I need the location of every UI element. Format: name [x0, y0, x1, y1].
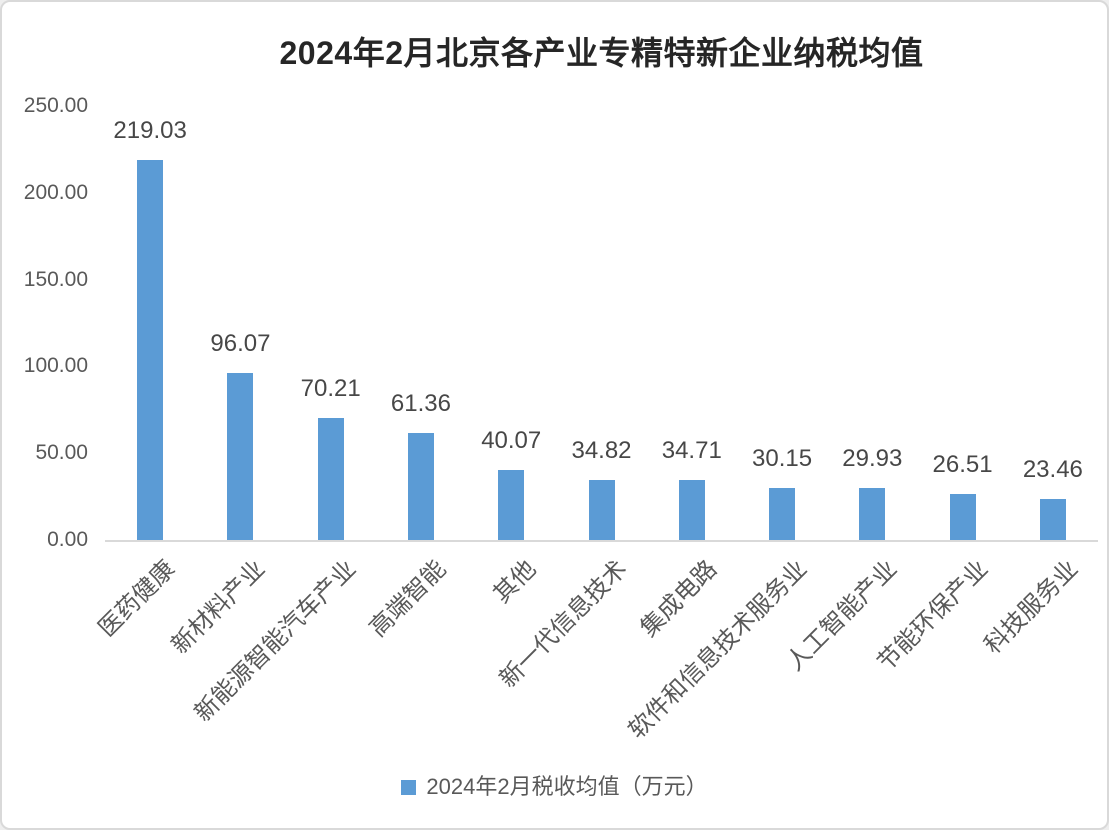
bar-value-label: 23.46	[1022, 456, 1083, 483]
y-axis-tick-label: 150.00	[23, 267, 88, 291]
y-axis-tick-label: 50.00	[35, 441, 88, 465]
x-axis-category-text: 医药健康	[93, 555, 181, 643]
bar-value-label: 34.82	[571, 437, 632, 464]
bar	[588, 480, 615, 540]
legend-marker-icon	[401, 779, 417, 795]
chart-title: 2024年2月北京各产业专精特新企业纳税均值	[279, 35, 924, 71]
bar-value-label: 30.15	[752, 445, 813, 472]
legend-series-label: 2024年2月税收均值（万元）	[426, 774, 708, 799]
bar-value-label: 70.21	[300, 375, 361, 402]
bar-value-label: 219.03	[113, 117, 187, 144]
bar	[137, 160, 164, 540]
y-axis-tick-label: 200.00	[23, 180, 88, 204]
bar	[1039, 499, 1066, 540]
bar	[498, 470, 525, 540]
x-axis-category-text: 新能源智能汽车产业	[189, 555, 362, 728]
bar-value-label: 34.71	[661, 437, 722, 464]
bar-value-label: 40.07	[481, 427, 542, 454]
bar	[407, 433, 434, 540]
bar-value-label: 29.93	[842, 445, 903, 472]
x-axis-category-text: 科技服务业	[979, 555, 1084, 660]
bar	[678, 480, 705, 540]
x-axis-category-text: 集成电路	[635, 555, 723, 643]
bar-value-label: 96.07	[210, 330, 271, 357]
x-axis-line	[105, 540, 1098, 542]
y-axis-tick-label: 100.00	[23, 354, 88, 378]
bar	[949, 494, 976, 540]
bar	[769, 488, 796, 540]
y-axis-tick-label: 250.00	[23, 94, 88, 117]
x-axis-category-text: 软件和信息技术服务业	[623, 555, 813, 745]
bar-value-label: 61.36	[390, 390, 451, 417]
x-axis-category-text: 高端智能	[364, 555, 452, 643]
y-axis-tick-label: 0.00	[47, 528, 88, 551]
bar	[859, 488, 886, 540]
x-axis-category-text: 其他	[488, 555, 542, 609]
legend: 2024年2月税收均值（万元）	[2, 773, 1107, 801]
bar-value-label: 26.51	[932, 451, 993, 478]
bar	[317, 418, 344, 540]
bar	[227, 373, 254, 540]
